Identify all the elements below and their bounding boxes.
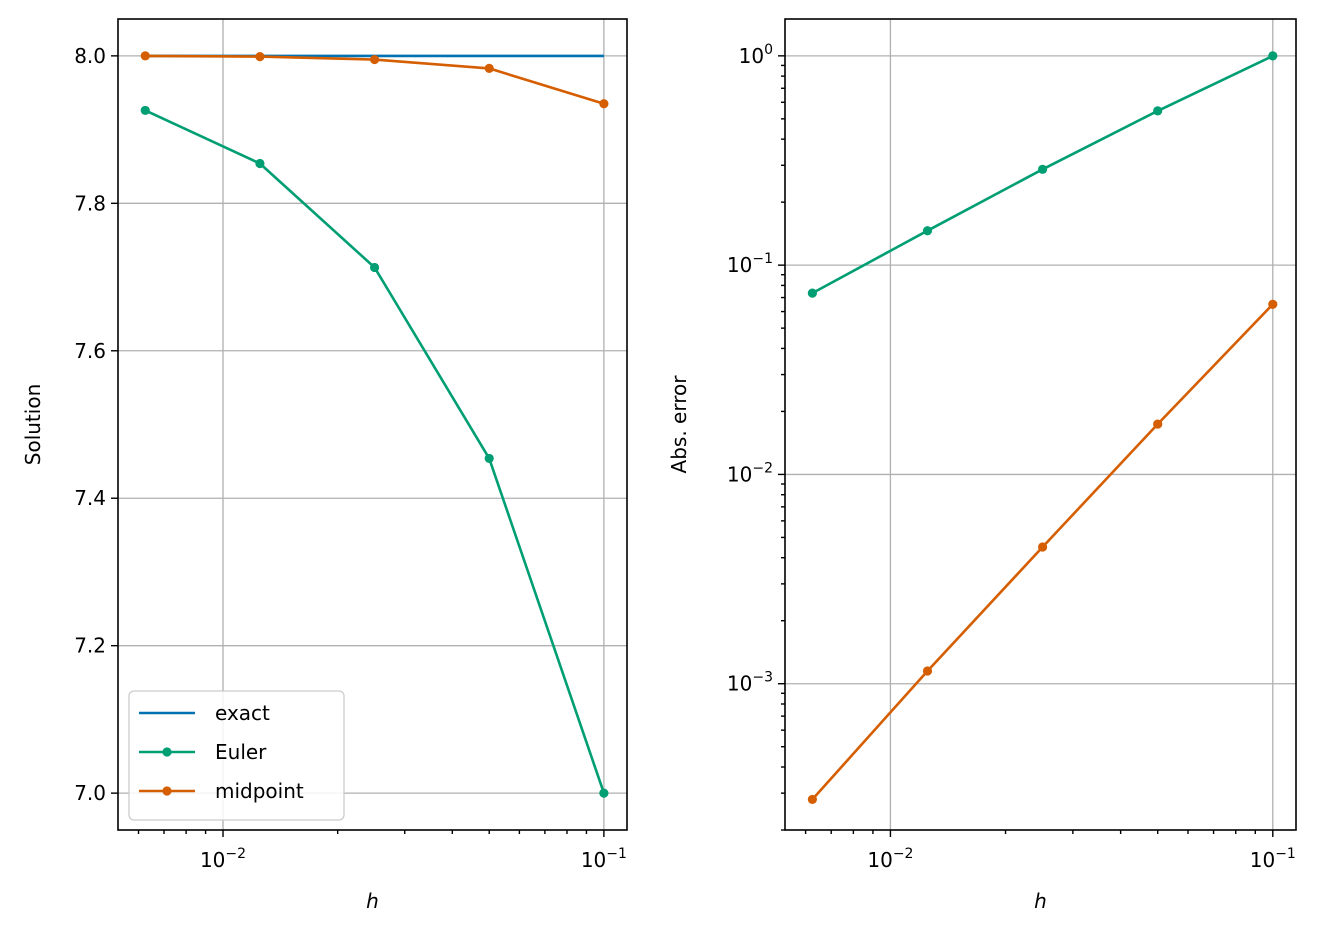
x-tick-label: 10−1 bbox=[581, 846, 627, 872]
series-0-point bbox=[1037, 164, 1048, 174]
midpoint-point bbox=[255, 52, 265, 62]
y-tick-label: 8.0 bbox=[74, 44, 106, 68]
y-tick-label: 7.8 bbox=[74, 191, 106, 215]
legend: exact Euler midpoint bbox=[128, 690, 345, 821]
series-0-point bbox=[922, 226, 933, 236]
euler-point bbox=[140, 105, 150, 116]
right-plot-abs-error: 10−2 10−1 10−3 10−2 10−1 100 h Abs. error bbox=[667, 18, 1297, 913]
series-group bbox=[807, 51, 1278, 805]
y-tick-label: 10−2 bbox=[727, 460, 773, 486]
series-1-line bbox=[811, 303, 1274, 801]
midpoint-point bbox=[484, 63, 494, 73]
euler-point bbox=[484, 453, 494, 464]
y-axis-label: Abs. error bbox=[667, 375, 691, 474]
y-tick-label: 7.0 bbox=[74, 781, 106, 805]
midpoint-point bbox=[599, 99, 609, 109]
y-tick-label: 100 bbox=[739, 42, 773, 68]
y-tick-label: 10−3 bbox=[727, 670, 773, 696]
euler-point bbox=[369, 262, 380, 273]
x-tick-label: 10−2 bbox=[200, 846, 246, 872]
series-1-point bbox=[922, 666, 933, 676]
series-1-point bbox=[1153, 419, 1163, 429]
series-1-point bbox=[807, 794, 817, 805]
series-1-point bbox=[1037, 542, 1048, 552]
y-tick-label: 7.4 bbox=[74, 486, 106, 510]
legend-box bbox=[128, 690, 345, 821]
x-tick-label: 10−1 bbox=[1250, 846, 1296, 872]
series-group bbox=[140, 51, 609, 798]
plot-frame bbox=[117, 18, 628, 831]
grid bbox=[785, 19, 1296, 830]
y-tick-label: 7.6 bbox=[74, 339, 106, 363]
legend-exact-label: exact bbox=[215, 701, 270, 725]
x-axis-label: h bbox=[366, 889, 379, 913]
x-tick-label: 10−2 bbox=[867, 846, 913, 872]
y-tick-label: 7.2 bbox=[74, 634, 106, 658]
legend-euler-marker bbox=[162, 747, 172, 757]
series-0-point bbox=[807, 288, 817, 298]
series-1-point bbox=[1268, 299, 1278, 309]
legend-euler-label: Euler bbox=[215, 740, 267, 764]
legend-midpoint-marker bbox=[162, 786, 172, 796]
left-plot-solution: 10−2 10−1 7.0 7.2 7.4 7.6 7.8 8.0 h Solution exact… bbox=[21, 18, 628, 913]
y-tick-label: 10−1 bbox=[727, 251, 773, 277]
legend-midpoint-label: midpoint bbox=[215, 779, 304, 803]
euler-point bbox=[255, 158, 265, 169]
series-0-point bbox=[1268, 51, 1278, 61]
x-axis-label: h bbox=[1034, 889, 1047, 913]
euler-point bbox=[599, 788, 609, 798]
midpoint-point bbox=[140, 51, 150, 61]
series-0-point bbox=[1153, 106, 1163, 116]
midpoint-point bbox=[369, 54, 380, 65]
series-0-line bbox=[811, 54, 1274, 295]
plot-frame bbox=[784, 18, 1297, 831]
y-axis-label: Solution bbox=[21, 384, 45, 465]
